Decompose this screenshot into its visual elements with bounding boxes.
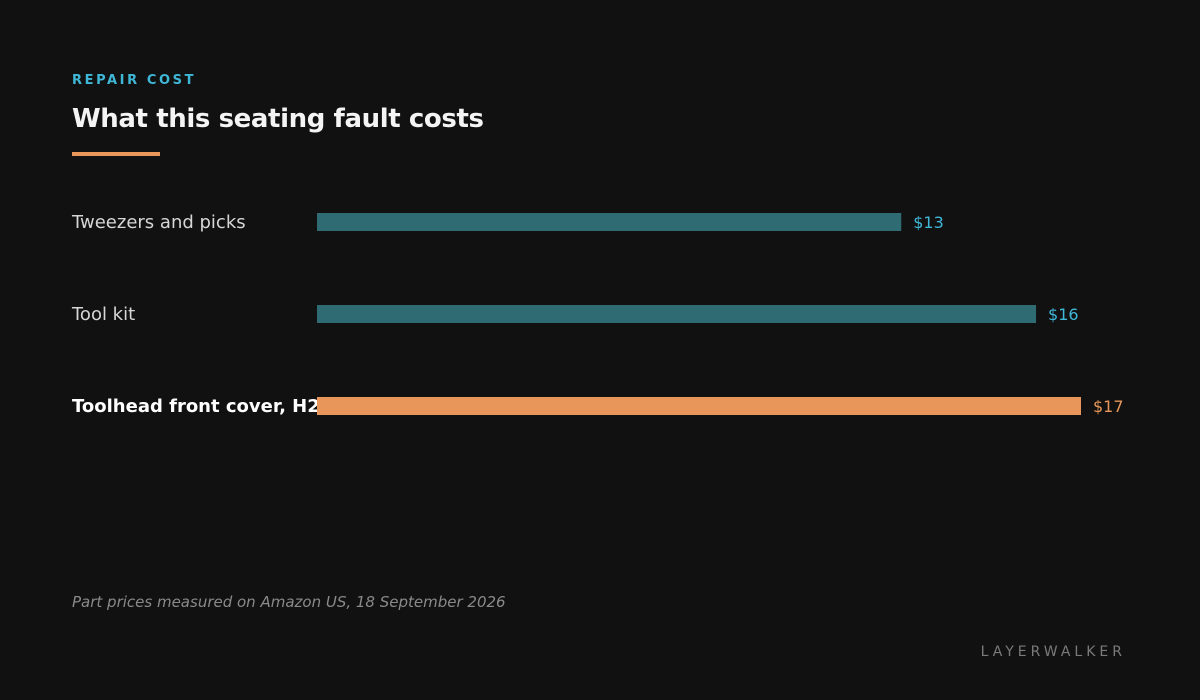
- title-underline: [72, 152, 160, 156]
- value-label: $17: [1093, 397, 1124, 416]
- chart-title: What this seating fault costs: [72, 104, 484, 134]
- brand-wordmark: LAYERWALKER: [980, 644, 1126, 660]
- bar: [317, 213, 902, 231]
- value-label: $16: [1048, 305, 1079, 324]
- source-note: Part prices measured on Amazon US, 18 Se…: [72, 593, 506, 611]
- chart-eyebrow: REPAIR COST: [72, 73, 197, 88]
- value-label: $13: [913, 213, 944, 232]
- bar: [317, 397, 1081, 415]
- bar: [317, 305, 1037, 323]
- category-label: Tweezers and picks: [71, 212, 246, 233]
- category-label: Toolhead front cover, H2S: [72, 396, 333, 417]
- category-label: Tool kit: [71, 304, 135, 325]
